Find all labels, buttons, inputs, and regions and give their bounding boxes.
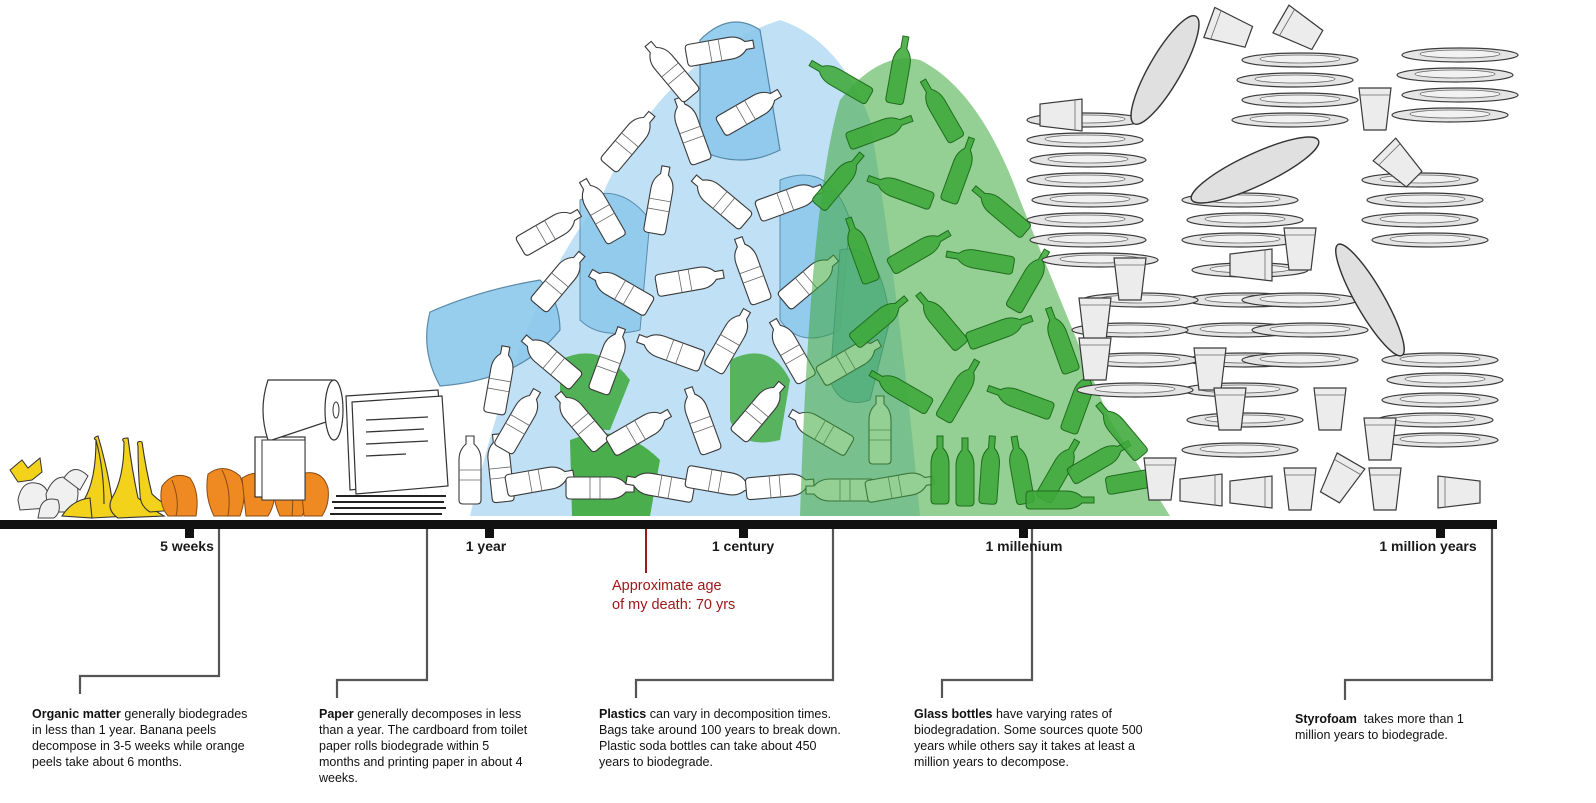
caption-paper-text: generally decomposes in less than a year…: [319, 707, 528, 785]
caption-plastics-title: Plastics: [599, 707, 647, 721]
caption-paper-title: Paper: [319, 707, 354, 721]
death-annotation-line2: of my death: 70 yrs: [612, 597, 736, 613]
tick-label-1-millenium: 1 millenium: [985, 538, 1063, 554]
leaf-icon: [9, 457, 43, 483]
tick-1-century: [739, 529, 748, 538]
tick-5-weeks: [185, 529, 194, 538]
caption-organic-title: Organic matter: [32, 707, 121, 721]
caption-styrofoam: Styrofoam takes more than 1 million year…: [1295, 711, 1470, 743]
styrofoam-illustration: [1026, 4, 1519, 511]
leader-organic: [78, 529, 221, 694]
leader-paper: [335, 529, 429, 698]
toilet-paper-icon: [254, 379, 344, 501]
caption-plastics: Plastics can vary in decomposition times…: [599, 706, 844, 770]
caption-paper: Paper generally decomposes in less than …: [319, 706, 529, 786]
printing-paper-icon: [330, 389, 449, 515]
caption-organic-text: generally biodegrades in less than 1 yea…: [32, 707, 248, 769]
tick-label-5-weeks: 5 weeks: [160, 538, 214, 554]
timeline-axis: [0, 520, 1497, 573]
eggshell-icon: [17, 469, 89, 519]
leader-lines: [78, 529, 1494, 700]
caption-plastics-text: can vary in decomposition times. Bags ta…: [599, 707, 841, 769]
tick-label-1-century: 1 century: [711, 538, 775, 554]
paper-illustration: [254, 379, 449, 515]
organic-matter-illustration: [9, 435, 329, 519]
caption-styrofoam-text: takes more than 1 million years to biode…: [1295, 712, 1468, 742]
caption-styrofoam-title: Styrofoam: [1295, 712, 1357, 726]
leader-styrofoam: [1343, 529, 1494, 700]
leader-plastics: [634, 529, 835, 698]
glass-bottles-illustration: [800, 34, 1176, 516]
leader-glass: [940, 529, 1034, 698]
plastic-bag-icon: [426, 279, 561, 387]
death-age-annotation: Approximate age of my death: 70 yrs: [612, 577, 735, 615]
caption-glass-text: have varying rates of biodegradation. So…: [914, 707, 1143, 769]
caption-glass-title: Glass bottles: [914, 707, 993, 721]
tick-label-1-year: 1 year: [465, 538, 507, 554]
tick-1-million-years: [1436, 529, 1445, 538]
tilted-plates: [1130, 15, 1405, 357]
tick-1-year: [485, 529, 494, 538]
caption-organic-matter: Organic matter generally biodegrades in …: [32, 706, 254, 770]
tick-1-millenium: [1019, 529, 1028, 538]
caption-glass-bottles: Glass bottles have varying rates of biod…: [914, 706, 1149, 770]
banana-peel-icon: [61, 435, 177, 519]
tick-label-1-million-years: 1 million years: [1379, 538, 1477, 554]
death-annotation-line1: Approximate age: [612, 578, 722, 594]
